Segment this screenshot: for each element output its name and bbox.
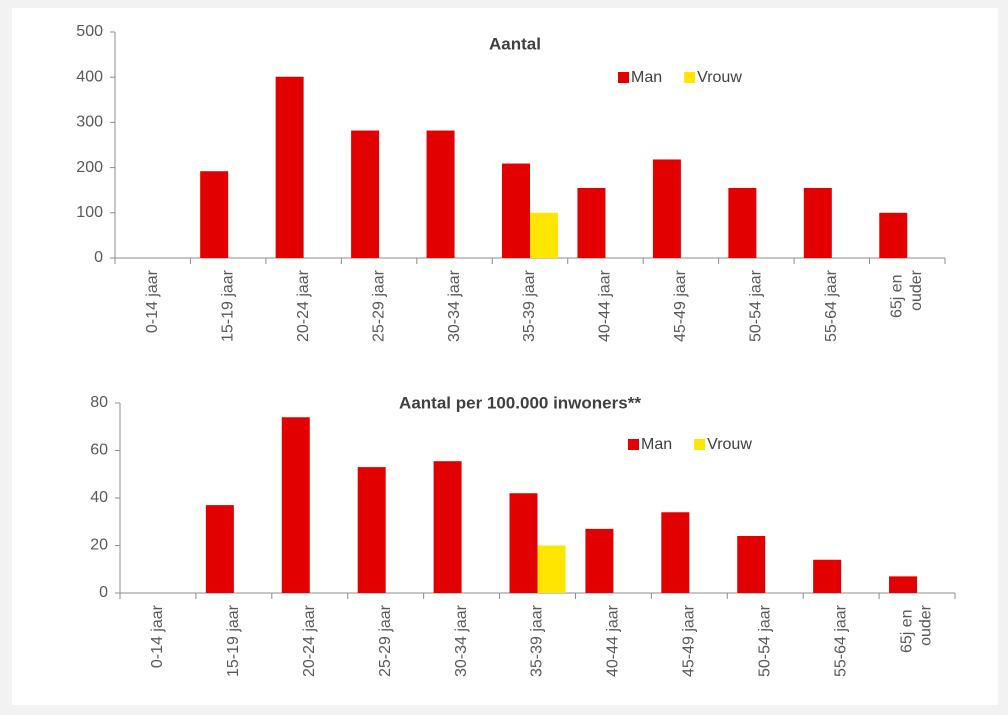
bar (281, 417, 310, 593)
x-tick-label: 55-64 jaar (832, 604, 849, 677)
x-tick-label: 30-34 jaar (446, 269, 463, 342)
bar (737, 536, 766, 593)
bar (433, 461, 462, 593)
y-tick-label: 500 (76, 23, 103, 40)
y-tick-label: 400 (76, 68, 103, 85)
y-tick-label: 60 (90, 442, 108, 459)
bar (509, 493, 538, 593)
x-tick-label: 30-34 jaar (453, 604, 470, 677)
y-tick-label: 40 (90, 489, 108, 506)
x-tick-label: 45-49 jaar (681, 604, 698, 677)
legend-swatch (694, 439, 706, 450)
chart-title: Aantal (489, 34, 541, 53)
legend-label: Man (641, 436, 672, 453)
bar (652, 159, 681, 258)
bar (585, 528, 614, 593)
y-tick-label: 0 (99, 584, 108, 601)
y-tick-label: 200 (76, 159, 103, 176)
x-tick-label: 35-39 jaar (529, 604, 546, 677)
panel (12, 8, 998, 705)
x-tick-label-line: ouder (918, 604, 935, 646)
bar (728, 187, 757, 258)
y-tick-label: 300 (76, 114, 103, 131)
x-tick-label-line: ouder (908, 269, 925, 311)
y-tick-label: 20 (90, 537, 108, 554)
x-tick-label: 20-24 jaar (295, 269, 312, 342)
bar (205, 505, 234, 593)
x-tick-label: 0-14 jaar (149, 604, 166, 668)
bar (200, 171, 229, 258)
x-tick-label: 0-14 jaar (144, 269, 161, 333)
chart-title: Aantal per 100.000 inwoners** (399, 393, 641, 412)
x-tick-label: 40-44 jaar (605, 604, 622, 677)
legend-label: Man (631, 69, 662, 86)
x-tick-label-line: 65j en (899, 605, 916, 653)
bar (537, 545, 566, 593)
bar (577, 187, 606, 258)
y-tick-label: 100 (76, 204, 103, 221)
bar (879, 212, 908, 258)
x-tick-label: 15-19 jaar (219, 269, 236, 342)
bar (530, 212, 558, 258)
y-tick-label: 0 (94, 249, 103, 266)
x-tick-label: 25-29 jaar (377, 604, 394, 677)
x-tick-label: 65j en ouder (899, 604, 935, 653)
legend-swatch (628, 439, 639, 450)
x-tick-label: 45-49 jaar (672, 269, 689, 342)
bar (803, 187, 832, 258)
x-tick-label: 50-54 jaar (756, 604, 773, 677)
legend-label: Vrouw (707, 436, 752, 453)
bar (813, 559, 842, 593)
x-tick-label-line: 65j en (889, 270, 906, 318)
legend-swatch (618, 72, 629, 83)
x-tick-label: 20-24 jaar (301, 604, 318, 677)
bar (275, 76, 304, 258)
bar (351, 130, 380, 258)
bar (357, 467, 386, 593)
legend-swatch (684, 72, 696, 83)
bar (426, 130, 455, 258)
x-tick-label: 15-19 jaar (225, 604, 242, 677)
x-tick-label: 25-29 jaar (370, 269, 387, 342)
x-tick-label: 40-44 jaar (597, 269, 614, 342)
x-tick-label: 50-54 jaar (748, 269, 765, 342)
bar (661, 512, 690, 593)
x-tick-label: 35-39 jaar (521, 269, 538, 342)
bar (502, 163, 530, 258)
x-tick-label: 55-64 jaar (823, 269, 840, 342)
y-tick-label: 80 (90, 394, 108, 411)
bar (889, 576, 918, 593)
legend-label: Vrouw (697, 69, 742, 86)
x-tick-label: 65j en ouder (889, 269, 925, 318)
